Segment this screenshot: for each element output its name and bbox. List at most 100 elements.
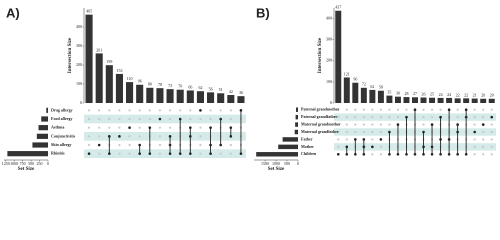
bar-value-label: 26 (422, 91, 426, 96)
matrix-dot-empty (354, 108, 357, 111)
matrix-dot-empty (473, 123, 476, 126)
matrix-dot-empty (87, 126, 91, 129)
matrix-dot-empty (354, 116, 357, 119)
set-tick-label: 1250 (2, 161, 10, 166)
set-name: Paternal grandmother (301, 107, 340, 112)
bar (386, 95, 393, 103)
matrix-dot (354, 152, 357, 156)
set-name: Paternal grandfather (301, 114, 338, 119)
matrix-dot (354, 138, 357, 141)
matrix-dot-empty (158, 135, 162, 138)
bar-value-label: 20 (481, 93, 485, 98)
matrix-dot-empty (473, 108, 476, 111)
bar-value-label: 56 (209, 86, 213, 91)
bar-value-label: 30 (396, 91, 400, 96)
y-tick-label: 400 (76, 24, 82, 29)
bar (377, 90, 384, 103)
matrix-dot-empty (118, 109, 121, 112)
matrix-dot-empty (379, 145, 382, 148)
matrix-dot-empty (98, 135, 101, 138)
bar (343, 77, 350, 103)
matrix-dot-empty (148, 109, 151, 112)
set-size-bar (7, 151, 48, 157)
matrix-dot-empty (209, 117, 212, 121)
matrix-dot (239, 152, 243, 155)
matrix-dot (148, 126, 152, 129)
matrix-dot-empty (189, 117, 192, 121)
bar-value-label: 96 (353, 77, 357, 82)
set-size-bar (36, 133, 48, 139)
set-name: Maternal grandmother (301, 121, 341, 126)
matrix-dot-empty (371, 153, 374, 156)
bar (403, 97, 410, 103)
matrix-dot-empty (128, 109, 131, 112)
set-tick-label: 500 (28, 161, 34, 166)
matrix-dot (189, 135, 192, 138)
set-size-bar (256, 152, 298, 157)
matrix-dot-empty (337, 123, 340, 126)
set-name: Maternal grandfather (301, 129, 339, 134)
matrix-dot-empty (490, 130, 493, 134)
y-tick-label: 200 (76, 62, 82, 67)
set-tick-label: 1500 (261, 161, 269, 166)
matrix-dot-empty (189, 109, 192, 112)
matrix-dot (481, 123, 485, 126)
matrix-dot (168, 152, 172, 155)
matrix-dot-empty (219, 152, 222, 155)
matrix-dot-empty (379, 153, 382, 156)
matrix-dot-empty (396, 108, 400, 111)
matrix-dot-empty (108, 117, 111, 121)
bar-value-label: 36 (239, 90, 243, 95)
matrix-dot-empty (138, 135, 141, 138)
bar-value-label: 24 (447, 92, 451, 97)
matrix-dot-empty (379, 116, 382, 119)
matrix-dot (138, 143, 141, 147)
matrix-dot-empty (138, 109, 141, 112)
matrix-dot-empty (337, 130, 340, 134)
matrix-dot (413, 152, 417, 156)
matrix-dot (168, 143, 172, 147)
matrix-dot (422, 145, 425, 149)
matrix-dot-empty (138, 117, 141, 121)
set-size-bar (32, 142, 48, 148)
matrix-stripe (84, 149, 246, 158)
set-tick-label: 1000 (10, 161, 18, 166)
set-tick-label: 0 (297, 161, 299, 166)
matrix-dot-empty (371, 130, 374, 134)
bar-value-label: 25 (430, 92, 434, 97)
matrix-dot (396, 123, 400, 126)
bar-value-label: 80 (148, 82, 152, 87)
bar-value-label: 110 (127, 76, 133, 81)
matrix-dot (430, 123, 434, 126)
matrix-dot-empty (108, 126, 111, 129)
matrix-dot-empty (482, 130, 485, 134)
matrix-dot-empty (98, 126, 101, 129)
matrix-dot (209, 126, 212, 129)
matrix-dot-empty (199, 126, 202, 129)
matrix-dot-empty (473, 116, 476, 119)
matrix-dot (178, 117, 182, 121)
bar-value-label: 66 (188, 84, 192, 89)
matrix-dot (456, 152, 459, 156)
matrix-dot-empty (128, 143, 131, 147)
matrix-dot (490, 115, 494, 119)
set-tick-label: 0 (47, 161, 49, 166)
matrix-dot (229, 135, 233, 138)
set-size-bar (295, 114, 298, 120)
matrix-dot (464, 115, 468, 119)
matrix-dot (379, 138, 383, 141)
matrix-dot-empty (337, 108, 340, 111)
matrix-dot-empty (422, 123, 425, 126)
bar-value-label: 58 (379, 85, 383, 90)
set-size-bar (294, 129, 298, 135)
matrix-dot-empty (199, 117, 202, 121)
matrix-dot (422, 130, 425, 134)
set-size-bar (282, 137, 298, 142)
matrix-dot-empty (439, 108, 442, 111)
y-tick-label: 0 (330, 100, 332, 105)
matrix-dot-empty (98, 109, 101, 112)
y-tick-label: 100 (76, 81, 82, 86)
matrix-dot-empty (482, 145, 485, 148)
matrix-dot (178, 152, 182, 155)
bar (446, 97, 453, 103)
